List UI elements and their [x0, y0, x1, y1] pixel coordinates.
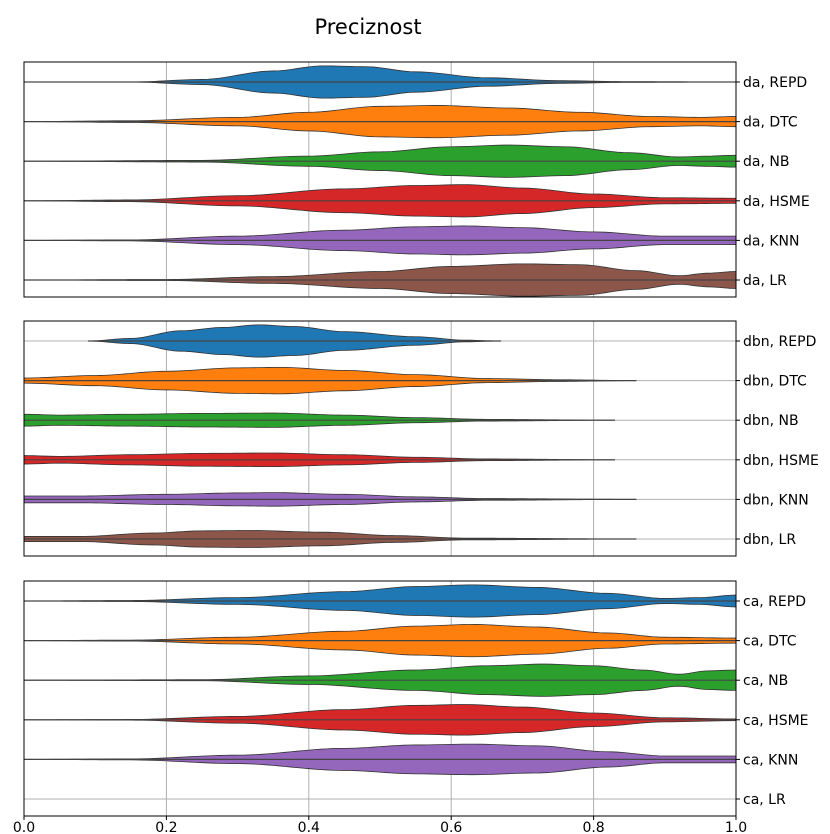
ytick-label: da, NB: [743, 154, 789, 170]
panel-1: da, REPD da, DTC da, NB da, HSME da, KNN da, …: [23, 61, 810, 298]
chart-panels: da, REPD da, DTC da, NB da, HSME da, KNN da, …: [13, 61, 819, 834]
ytick-label: dbn, LR: [743, 532, 796, 548]
ytick-label: da, REPD: [743, 75, 807, 91]
panel-frame: [23, 580, 737, 817]
panel-2: dbn, REPD dbn, DTC dbn, NB dbn, HSME dbn, KN…: [23, 320, 819, 557]
panel-frame: [23, 320, 737, 557]
ytick-label: ca, HSME: [743, 713, 809, 729]
xtick-label: 0.0: [13, 820, 35, 834]
ytick-label: ca, NB: [743, 673, 788, 689]
ytick-label: ca, LR: [743, 792, 786, 808]
xtick-label: 0.4: [298, 820, 320, 834]
ytick-label: da, DTC: [743, 115, 798, 131]
ytick-label: dbn, NB: [743, 413, 799, 429]
ytick-label: ca, KNN: [743, 752, 798, 768]
xtick-label: 0.6: [440, 820, 462, 834]
ytick-label: dbn, KNN: [743, 492, 809, 508]
xtick-label: 0.8: [582, 820, 604, 834]
ytick-label: ca, DTC: [743, 634, 797, 650]
ytick-label: ca, REPD: [743, 594, 806, 610]
xtick-label: 1.0: [725, 820, 747, 834]
ytick-label: dbn, DTC: [743, 374, 807, 390]
ytick-label: dbn, REPD: [743, 334, 816, 350]
ytick-label: da, HSME: [743, 194, 810, 210]
ytick-label: dbn, HSME: [743, 453, 819, 469]
panel-3: ca, REPD ca, DTC ca, NB ca, HSME ca, KNN ca, …: [13, 580, 809, 834]
xtick-label: 0.2: [155, 820, 177, 834]
ytick-label: da, LR: [743, 273, 787, 289]
panel-frame: [23, 61, 737, 298]
ytick-label: da, KNN: [743, 233, 800, 249]
chart-title: Preciznost: [314, 15, 421, 39]
